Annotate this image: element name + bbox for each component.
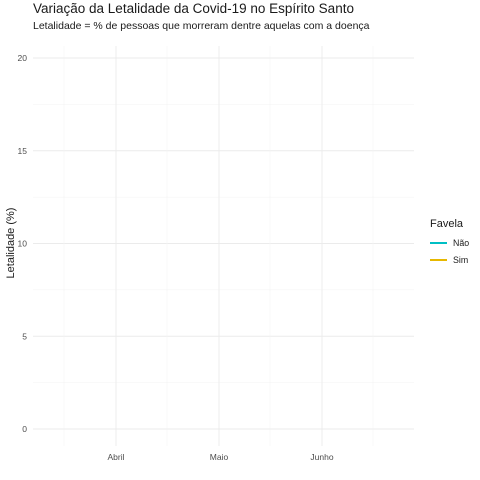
- legend-label-nao: Não: [453, 237, 470, 248]
- y-tick-label: 5: [22, 331, 27, 341]
- y-axis-title: Letalidade (%): [5, 208, 17, 279]
- grid: [33, 46, 414, 446]
- x-axis-ticks: Abril Maio Junho: [107, 452, 333, 462]
- x-tick-label: Abril: [107, 452, 124, 462]
- legend-title: Favela: [430, 218, 464, 230]
- legend-key-nao: [430, 241, 447, 244]
- y-tick-label: 0: [22, 424, 27, 434]
- x-tick-label: Junho: [310, 452, 333, 462]
- chart-title: Variação da Letalidade da Covid-19 no Es…: [33, 1, 354, 16]
- legend-item-nao: Não: [430, 234, 469, 251]
- x-tick-label: Maio: [210, 452, 229, 462]
- chart-subtitle: Letalidade = % de pessoas que morreram d…: [33, 20, 370, 32]
- legend-item-sim: Sim: [430, 251, 469, 268]
- y-axis-ticks: 0 5 10 15 20: [18, 53, 28, 434]
- y-tick-label: 20: [18, 53, 28, 63]
- legend-label-sim: Sim: [453, 254, 469, 265]
- y-tick-label: 10: [18, 239, 28, 249]
- y-tick-label: 15: [18, 146, 28, 156]
- legend-key-sim: [430, 258, 447, 261]
- legend: Favela Não Sim: [430, 216, 469, 268]
